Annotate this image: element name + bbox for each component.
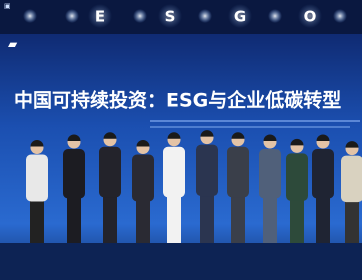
logo: ▣ [4,2,11,10]
floor [0,243,362,280]
small-print [150,120,360,122]
torso [99,147,121,197]
legs [345,198,359,243]
small-print [150,126,350,128]
torso [312,149,334,199]
torso [163,147,185,197]
torso [286,153,308,201]
stage-title: 中国可持续投资：ESG与企业低碳转型 [14,89,341,112]
legs [316,196,330,244]
torso [26,155,48,202]
torso [227,147,249,197]
legs [67,196,81,244]
light [268,9,282,23]
banner-letter: G [234,8,246,26]
banner-letter: S [165,8,176,26]
light [198,9,212,23]
torso [341,156,362,203]
logo-mark: ▰ [8,37,18,51]
legs [290,197,304,243]
legs [103,195,117,243]
legs [167,195,181,243]
torso [259,149,281,199]
banner-letter: O [304,8,317,26]
legs [231,195,245,243]
photo: E S G O ▣ ▰ 中国可持续投资：ESG与企业低碳转型 [0,0,362,280]
light [133,9,147,23]
legs [136,198,150,243]
legs [30,198,44,243]
light [65,9,79,23]
legs [263,196,277,244]
light [23,9,37,23]
legs [200,194,214,243]
light [333,9,347,23]
torso [196,145,218,196]
banner-letter: E [95,8,105,26]
torso [63,149,85,199]
torso [132,155,154,202]
